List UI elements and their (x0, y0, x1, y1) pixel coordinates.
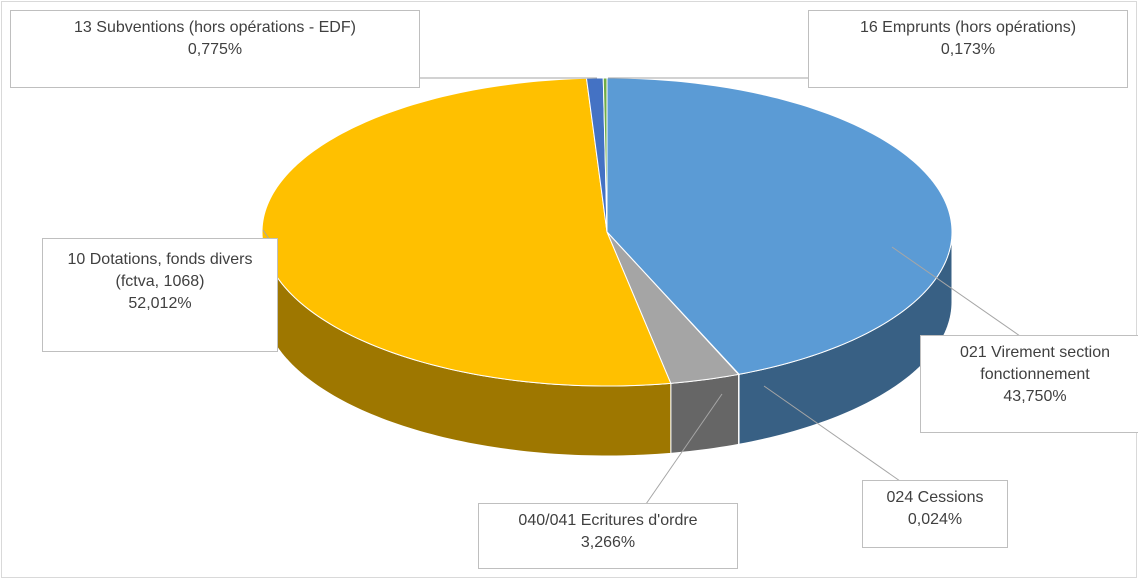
label-value: 52,012% (128, 295, 192, 312)
label-value: 3,266% (580, 534, 636, 551)
leader-lines (262, 77, 1021, 505)
leader-line (763, 385, 901, 482)
data-label: 024 Cessions 0,024% (862, 480, 1008, 548)
label-name: 021 Virement section fonctionnement (959, 344, 1110, 383)
data-label: 16 Emprunts (hors opérations) 0,173% (808, 10, 1128, 88)
slice (606, 231, 740, 384)
label-value: 43,750% (1003, 388, 1067, 405)
label-value: 0,173% (940, 41, 996, 58)
label-name: 024 Cessions (886, 489, 984, 506)
slice (602, 77, 608, 233)
slice (606, 77, 953, 375)
data-label: 040/041 Ecritures d'ordre 3,266% (478, 503, 738, 569)
data-label: 13 Subventions (hors opérations - EDF) 0,… (10, 10, 420, 88)
label-value: 0,775% (187, 41, 243, 58)
slice-side (670, 373, 740, 454)
label-name: 040/041 Ecritures d'ordre (518, 512, 698, 529)
label-name: 13 Subventions (hors opérations - EDF) (74, 19, 356, 36)
label-value: 0,024% (907, 511, 963, 528)
leader-line (645, 393, 723, 505)
leader-line (891, 246, 1021, 337)
label-name: 10 Dotations, fonds divers (fctva, 1068) (67, 251, 253, 290)
data-label: 10 Dotations, fonds divers (fctva, 1068)… (42, 238, 278, 352)
data-label: 021 Virement section fonctionnement 43,75… (920, 335, 1138, 433)
label-name: 16 Emprunts (hors opérations) (859, 19, 1077, 36)
pie (261, 77, 953, 457)
